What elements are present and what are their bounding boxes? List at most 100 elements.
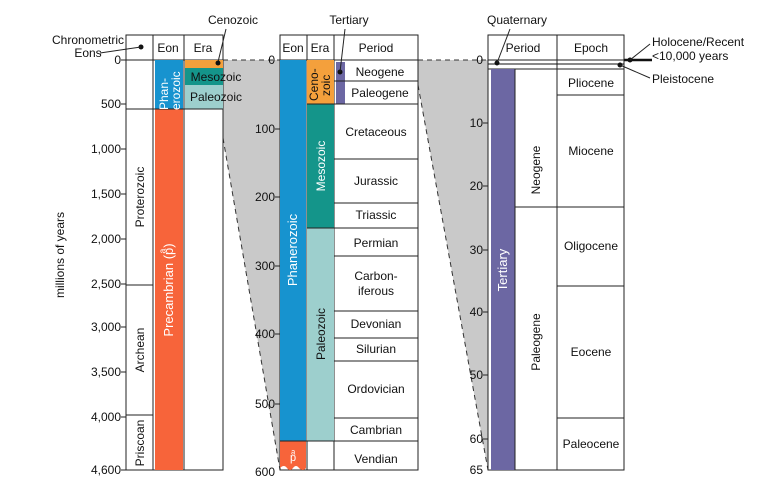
cenozoic-bar	[185, 60, 223, 68]
tick-label: 0	[476, 53, 483, 67]
eons-label: Eons	[74, 46, 101, 60]
holocene-years-label: <10,000 years	[652, 49, 728, 63]
connector-line-4	[417, 84, 489, 471]
period-carbon: Carbon-	[354, 269, 397, 283]
header-period: Period	[359, 41, 394, 55]
tick-label: 2,500	[91, 277, 121, 291]
tick-label: 0	[268, 53, 275, 67]
header-epoch: Epoch	[574, 41, 608, 55]
tick-label: 500	[101, 97, 121, 111]
tick-label: 100	[255, 122, 275, 136]
era-mesozoic-label: Mesozoic	[191, 70, 242, 84]
tertiary-bar	[491, 69, 515, 470]
period-silurian: Silurian	[356, 342, 396, 356]
precambrian-label: Precambrian (pͣ)	[160, 243, 176, 336]
column-epochs: Period Epoch Tertiary Neogene Paleogene …	[470, 34, 652, 477]
proterozoic-label: Proterozoic	[133, 167, 147, 228]
paleogene-label: Paleogene	[529, 313, 543, 371]
era-paleozoic-label: Paleozoic	[190, 90, 242, 104]
header-era: Era	[311, 41, 330, 55]
tick-label: 60	[470, 432, 484, 446]
tick-label: 300	[255, 259, 275, 273]
phanerozoic-bar	[155, 60, 183, 109]
tertiary-mini-bar	[336, 62, 345, 104]
pe-label: pͣ	[290, 450, 296, 464]
phanerozoic-bar	[280, 60, 306, 441]
period-iferous: iferous	[358, 284, 394, 298]
period-permian: Permian	[354, 236, 399, 250]
period-triassic: Triassic	[356, 208, 397, 222]
paleozoic-bar	[185, 85, 223, 109]
tick-label: 65	[470, 463, 484, 477]
epoch-miocene: Miocene	[568, 144, 614, 158]
epoch-eocene: Eocene	[571, 345, 612, 359]
epoch-pliocene: Pliocene	[568, 76, 614, 90]
tertiary-vertical-label: Tertiary	[495, 248, 510, 291]
mesozoic-label: Mesozoic	[314, 141, 328, 192]
period-cretaceous: Cretaceous	[345, 125, 406, 139]
pleistocene-pointer	[619, 64, 651, 79]
header-eon: Eon	[282, 41, 303, 55]
pleistocene-label: Pleistocene	[652, 72, 714, 86]
mesozoic-bar	[185, 68, 223, 85]
eon-phan-label-1: Phan-	[157, 78, 171, 110]
quaternary-pointer	[496, 28, 511, 64]
period-cambrian: Cambrian	[350, 423, 402, 437]
period-paleogene: Paleogene	[351, 86, 409, 100]
epoch-oligocene: Oligocene	[564, 239, 618, 253]
period-devonian: Devonian	[351, 317, 402, 331]
cenozoic-label: Cenozoic	[208, 13, 258, 27]
tick-label: 1,500	[91, 187, 121, 201]
holocene-label: Holocene/Recent	[652, 35, 745, 49]
tick-label: 3,000	[91, 320, 121, 334]
cenozoic-dot	[215, 60, 221, 66]
period-neogene: Neogene	[356, 65, 405, 79]
col2-tick-labels: 0 100 200 300 400 500 600	[255, 53, 275, 479]
tick-label: 500	[255, 397, 275, 411]
phanerozoic-label: Phanerozoic	[285, 213, 300, 286]
archean-label: Archean	[133, 328, 147, 373]
ceno-label-1: Ceno-	[307, 68, 321, 101]
header-era: Era	[194, 41, 213, 55]
header-eon: Eon	[157, 41, 178, 55]
connector-line-2	[222, 137, 281, 471]
tick-label: 600	[255, 465, 275, 479]
precambrian-bar	[155, 109, 183, 470]
priscoan-label: Priscoan	[133, 420, 147, 467]
tick-label: 50	[470, 368, 484, 382]
col1-tick-labels: 0 500 1,000 1,500 2,000 2,500 3,000 3,50…	[91, 53, 121, 477]
tick-label: 2,000	[91, 232, 121, 246]
period-jurassic: Jurassic	[354, 174, 398, 188]
col3-tick-labels: 0 10 20 30 40 50 60 65	[470, 53, 484, 477]
tick-label: 20	[470, 179, 484, 193]
connector-col1-col2	[223, 60, 280, 470]
column-eons: Eon Era Mesozoic Paleozoic Phan- erozoic…	[91, 34, 242, 477]
column-periods: Eon Era Period Phanerozoic pͣ Ceno- zoic…	[255, 34, 419, 479]
period-ordovician: Ordovician	[347, 382, 404, 396]
header-period: Period	[506, 41, 541, 55]
tick-label: 1,000	[91, 142, 121, 156]
ceno-label-2: zoic	[319, 75, 333, 96]
period-vendian: Vendian	[354, 452, 397, 466]
chronometric-label: Chronometric	[52, 33, 124, 47]
paleozoic-bar	[307, 228, 334, 441]
tick-label: 40	[470, 305, 484, 319]
neogene-label: Neogene	[529, 145, 543, 194]
tick-label: 10	[470, 116, 484, 130]
chronometric-pointer	[99, 46, 142, 54]
quaternary-label: Quaternary	[487, 13, 547, 27]
cenozoic-bar	[307, 60, 334, 104]
pe-bar	[280, 441, 306, 470]
holocene-pointer	[629, 43, 651, 61]
paleozoic-label: Paleozoic	[314, 308, 328, 360]
tick-label: 400	[255, 327, 275, 341]
tertiary-pointer	[339, 28, 346, 73]
cenozoic-pointer	[217, 28, 227, 63]
tick-label: 3,500	[91, 365, 121, 379]
mesozoic-bar	[307, 104, 334, 228]
tick-label: 0	[114, 53, 121, 67]
tick-label: 30	[470, 243, 484, 257]
tertiary-label-top: Tertiary	[329, 13, 368, 27]
tick-label: 200	[255, 190, 275, 204]
